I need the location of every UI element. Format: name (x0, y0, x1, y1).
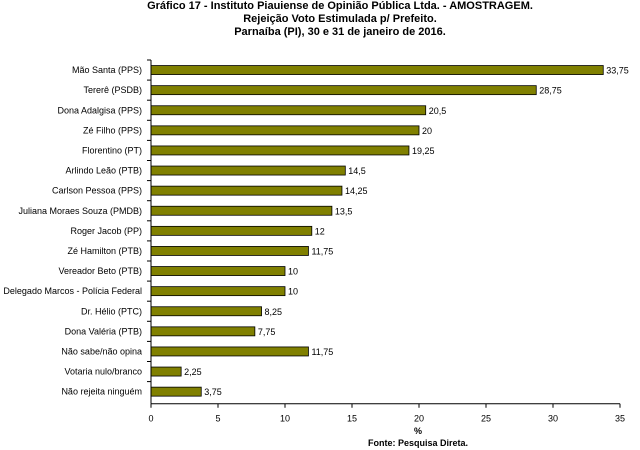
category-label: Mão Santa (PPS) (72, 65, 142, 75)
data-label: 14,5 (348, 166, 366, 176)
category-label: Juliana Moraes Souza (PMDB) (18, 206, 142, 216)
data-label: 10 (288, 267, 298, 277)
bar (150, 386, 202, 397)
category-label: Dona Adalgisa (PPS) (57, 105, 142, 115)
category-label: Arlindo Leão (PTB) (65, 166, 142, 176)
bar (150, 165, 346, 176)
category-label: Florentino (PT) (82, 145, 142, 155)
category-label: Zé Hamilton (PTB) (67, 246, 142, 256)
bar (150, 205, 333, 216)
category-label: Dona Valéria (PTB) (65, 326, 142, 336)
bar (150, 306, 262, 317)
bars (150, 65, 604, 397)
chart-title-line: Parnaíba (PI), 30 e 31 de janeiro de 201… (234, 26, 446, 38)
data-label: 8,25 (265, 307, 283, 317)
data-label: 12 (315, 226, 325, 236)
x-tick-label: 35 (615, 414, 625, 424)
bar (150, 346, 309, 357)
bar (150, 366, 182, 377)
x-tick-label: 25 (481, 414, 491, 424)
data-label: 13,5 (335, 206, 353, 216)
x-tick-labels: 0 5 10 15 20 25 30 35 (148, 414, 625, 424)
category-label: Votaria nulo/branco (64, 367, 142, 377)
x-tick-label: 30 (548, 414, 558, 424)
source-note: Fonte: Pesquisa Direta. (368, 438, 468, 448)
data-label: 14,25 (345, 186, 368, 196)
category-label: Não rejeita ninguém (61, 387, 142, 397)
data-label: 10 (288, 287, 298, 297)
bar (150, 85, 537, 96)
bar (150, 286, 286, 297)
chart-title-line: Gráfico 17 - Instituto Piauiense de Opin… (147, 0, 533, 12)
bar (150, 266, 286, 276)
x-tick-label: 0 (148, 414, 153, 424)
x-tick-label: 15 (347, 414, 357, 424)
data-label: 28,75 (539, 86, 562, 96)
bar (150, 185, 343, 196)
category-labels: Mão Santa (PPS) Tererê (PSDB) Dona Adalgis… (3, 59, 151, 397)
data-label: 11,75 (311, 347, 333, 357)
data-label: 7,75 (258, 327, 276, 337)
data-label: 2,25 (184, 367, 202, 377)
data-label: 20 (422, 126, 432, 136)
chart-title: Gráfico 17 - Instituto Piauiense de Opin… (147, 0, 533, 38)
category-label: Delegado Marcos - Polícia Federal (3, 286, 142, 296)
data-label: 3,75 (204, 387, 222, 397)
chart-title-line: Rejeição Voto Estimulada p/ Prefeito. (243, 13, 437, 25)
category-label: Vereador Beto (PTB) (58, 266, 142, 276)
bar (150, 225, 313, 236)
category-label: Tererê (PSDB) (83, 85, 142, 95)
x-axis-title: % (414, 426, 422, 436)
x-tick-label: 10 (280, 414, 290, 424)
data-label: 33,75 (606, 66, 629, 76)
data-label: 19,25 (412, 146, 435, 156)
category-label: Roger Jacob (PP) (70, 226, 142, 236)
category-label: Carlson Pessoa (PPS) (52, 186, 142, 196)
bar (150, 65, 604, 75)
bar (150, 145, 410, 156)
x-tick-label: 20 (414, 414, 424, 424)
category-label: Não sabe/não opina (61, 346, 142, 356)
category-label: Dr. Hélio (PTC) (81, 306, 142, 316)
value-labels: 33,75 28,75 20,5 20 19,25 14,5 14,25 13,5 12 11,7… (184, 66, 629, 398)
bar (150, 105, 427, 116)
category-label: Zé Filho (PPS) (83, 125, 142, 135)
bar (150, 125, 420, 136)
data-label: 11,75 (311, 246, 333, 256)
axes (150, 60, 621, 408)
data-label: 20,5 (429, 106, 447, 116)
bar (150, 326, 256, 337)
x-tick-label: 5 (215, 414, 220, 424)
bar (150, 246, 309, 256)
